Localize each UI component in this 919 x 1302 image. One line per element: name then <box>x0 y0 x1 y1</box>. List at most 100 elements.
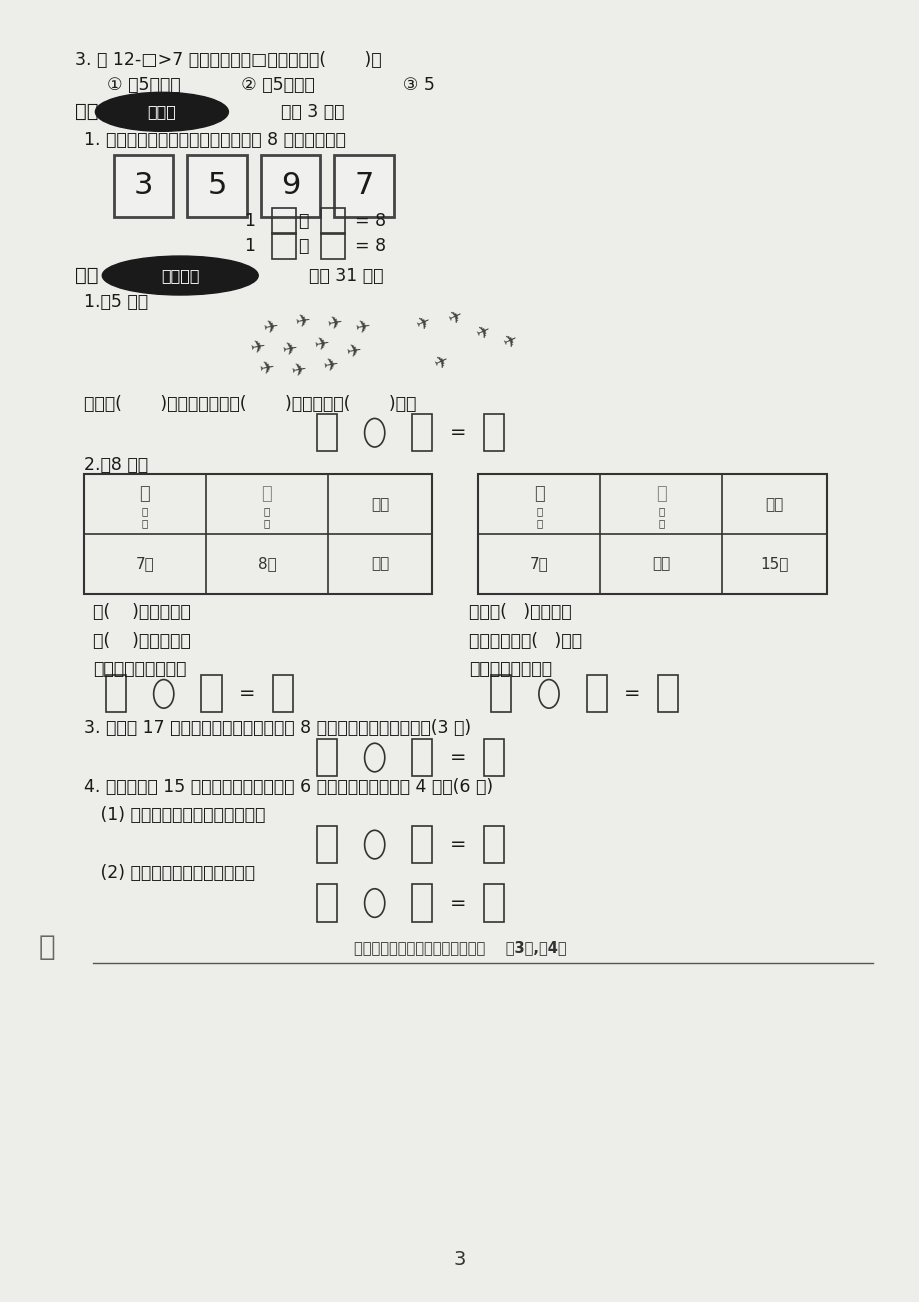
Ellipse shape <box>102 256 258 296</box>
Text: 🦊: 🦊 <box>39 934 55 961</box>
Text: ✈: ✈ <box>258 359 276 379</box>
Text: 2.（8 分）: 2.（8 分） <box>84 456 148 474</box>
Text: 8只: 8只 <box>257 556 276 572</box>
Text: 白
兔: 白 兔 <box>536 506 542 529</box>
Text: 灰
兔: 灰 兔 <box>264 506 270 529</box>
Text: ✈: ✈ <box>472 322 493 344</box>
Text: 3: 3 <box>453 1250 466 1268</box>
Bar <box>316 884 336 922</box>
Bar <box>483 740 504 776</box>
Bar <box>586 676 607 712</box>
Bar <box>491 676 511 712</box>
Text: 有(    )只小白兔，: 有( )只小白兔， <box>93 603 190 621</box>
FancyBboxPatch shape <box>114 155 173 217</box>
Text: 有(    )只小灰兔。: 有( )只小灰兔。 <box>93 631 190 650</box>
Text: =: = <box>449 749 466 767</box>
Bar <box>272 208 296 234</box>
Text: 1: 1 <box>244 237 255 255</box>
Bar <box>412 884 432 922</box>
Text: （共 3 分）: （共 3 分） <box>281 103 345 121</box>
Text: ✈: ✈ <box>431 352 451 374</box>
Text: ✈: ✈ <box>346 342 363 362</box>
Text: ✈: ✈ <box>290 362 308 381</box>
Text: ？只: ？只 <box>652 556 670 572</box>
Text: 5: 5 <box>207 172 226 201</box>
FancyBboxPatch shape <box>334 155 393 217</box>
Bar <box>412 740 432 776</box>
Text: 小灰兔有多少只？: 小灰兔有多少只？ <box>469 660 551 678</box>
Text: ✈: ✈ <box>263 319 280 339</box>
Text: 苏教版一年级（下）第一单元使用    第3页,共4页: 苏教版一年级（下）第一单元使用 第3页,共4页 <box>353 940 566 954</box>
Bar <box>412 825 432 863</box>
Ellipse shape <box>96 92 228 132</box>
Text: ✈: ✈ <box>249 339 267 358</box>
Text: ✈: ✈ <box>355 319 372 339</box>
Text: 操作题: 操作题 <box>147 104 176 120</box>
Text: ✈: ✈ <box>281 341 299 361</box>
Bar <box>316 414 336 452</box>
Text: 解决问题: 解决问题 <box>161 268 199 283</box>
Text: 原来有(       )架飞机，飞走了(       )架，现在有(       )架。: 原来有( )架飞机，飞走了( )架，现在有( )架。 <box>84 395 416 413</box>
Text: ✈: ✈ <box>295 312 312 332</box>
Bar <box>412 414 432 452</box>
Text: 一共有(   )只兔子，: 一共有( )只兔子， <box>469 603 572 621</box>
Text: =: = <box>449 423 466 443</box>
Text: ？只: ？只 <box>370 556 389 572</box>
Text: ✈: ✈ <box>327 315 345 335</box>
Bar <box>483 414 504 452</box>
Text: 9: 9 <box>280 172 300 201</box>
Text: = 8: = 8 <box>354 212 385 230</box>
Text: －: － <box>298 237 308 255</box>
FancyBboxPatch shape <box>187 155 246 217</box>
Text: =: = <box>239 685 255 703</box>
Text: 合计: 合计 <box>370 496 389 512</box>
Text: 1: 1 <box>244 212 255 230</box>
Text: 1.（5 分）: 1.（5 分） <box>84 293 148 310</box>
Text: 合计: 合计 <box>765 496 783 512</box>
Bar <box>273 676 293 712</box>
Bar <box>106 676 126 712</box>
Bar <box>84 474 432 594</box>
Text: 3. 在 12-□>7 这道算式中，□里填的数是(       )。: 3. 在 12-□>7 这道算式中，□里填的数是( )。 <box>74 51 381 69</box>
Bar <box>316 740 336 776</box>
Text: 7: 7 <box>354 172 373 201</box>
Text: = 8: = 8 <box>354 237 385 255</box>
Text: ✈: ✈ <box>323 357 340 376</box>
Text: ✈: ✈ <box>313 336 331 355</box>
Text: 四、: 四、 <box>74 103 98 121</box>
Text: 灰
兔: 灰 兔 <box>657 506 664 529</box>
FancyBboxPatch shape <box>260 155 320 217</box>
Text: 3: 3 <box>133 172 153 201</box>
Bar <box>321 208 345 234</box>
Text: 白
兔: 白 兔 <box>142 506 148 529</box>
Text: 🐰: 🐰 <box>261 484 272 503</box>
Text: (1) 两次一共飞走了多少只小鸟？: (1) 两次一共飞走了多少只小鸟？ <box>84 806 265 824</box>
Bar <box>201 676 221 712</box>
Text: －: － <box>298 212 308 230</box>
Text: 🐰: 🐰 <box>655 484 666 503</box>
Text: 4. 树上原来有 15 只小鸟，第一次飞走了 6 只，第二次又飞走了 4 只。(6 分): 4. 树上原来有 15 只小鸟，第一次飞走了 6 只，第二次又飞走了 4 只。(… <box>84 779 493 797</box>
Bar <box>316 825 336 863</box>
Text: (2) 现在树上还有多少只小鸟？: (2) 现在树上还有多少只小鸟？ <box>84 865 255 883</box>
Text: 🐰: 🐰 <box>140 484 150 503</box>
Text: 7只: 7只 <box>135 556 154 572</box>
Text: 1. 每次选两张卡片，组成两道得数是 8 的减法算式。: 1. 每次选两张卡片，组成两道得数是 8 的减法算式。 <box>84 132 346 150</box>
Text: 🐰: 🐰 <box>533 484 544 503</box>
Bar <box>483 825 504 863</box>
Text: =: = <box>623 685 640 703</box>
Text: 7只: 7只 <box>529 556 548 572</box>
Text: =: = <box>449 893 466 913</box>
Text: 一共有多少只兔子？: 一共有多少只兔子？ <box>93 660 187 678</box>
Bar <box>272 233 296 259</box>
Text: =: = <box>449 835 466 854</box>
Bar <box>321 233 345 259</box>
Text: 其中小白兔有(   )只。: 其中小白兔有( )只。 <box>469 631 582 650</box>
Bar <box>478 474 826 594</box>
Text: ✈: ✈ <box>413 312 433 335</box>
Text: ① 比5大的数           ② 比5小的数                ③ 5: ① 比5大的数 ② 比5小的数 ③ 5 <box>107 76 435 94</box>
Text: 五、: 五、 <box>74 266 98 285</box>
Text: 3. 树上有 17 只鸟，飞走一些后，还剩下 8 只鸟，飞走了多少只鸟？(3 分): 3. 树上有 17 只鸟，飞走一些后，还剩下 8 只鸟，飞走了多少只鸟？(3 分… <box>84 719 471 737</box>
Bar <box>483 884 504 922</box>
Text: ✈: ✈ <box>500 331 520 353</box>
Text: ✈: ✈ <box>445 306 465 328</box>
